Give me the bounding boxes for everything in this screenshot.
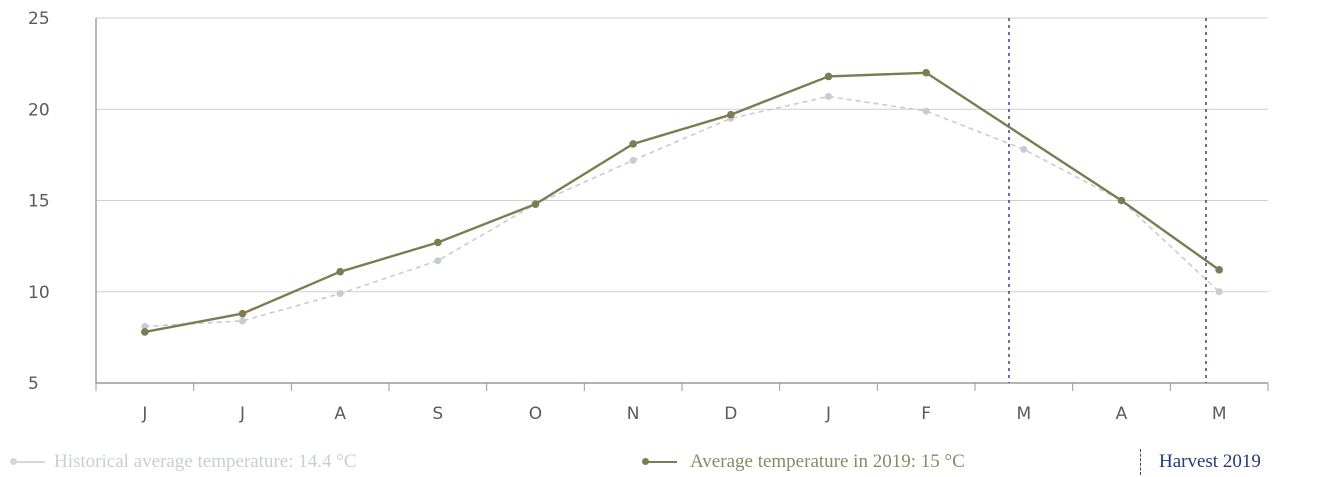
legend-historical: Historical average temperature: 14.4 °C — [6, 447, 357, 477]
y-tick-label: 25 — [28, 9, 50, 29]
data-point — [1215, 288, 1223, 296]
x-tick-label: A — [334, 404, 346, 424]
y-tick-label: 10 — [28, 283, 50, 303]
legend-2019-label: Average temperature in 2019: 15 °C — [690, 451, 965, 472]
x-tick-label: F — [921, 404, 931, 424]
data-point — [824, 72, 833, 81]
legend-2019: Average temperature in 2019: 15 °C — [638, 447, 965, 477]
data-point — [1215, 266, 1223, 274]
x-tick-label: M — [1016, 404, 1031, 424]
series-line — [144, 71, 1220, 334]
y-tick-label: 5 — [28, 374, 39, 394]
y-axis: 5 10 15 20 25 — [28, 9, 50, 394]
data-point — [336, 267, 344, 276]
data-point — [1117, 196, 1126, 205]
data-point — [434, 257, 442, 265]
x-tick-label: J — [239, 404, 245, 424]
series-line — [144, 95, 1220, 328]
x-tick-label: J — [825, 404, 831, 424]
avg-2019-swatch-icon — [638, 456, 682, 468]
x-tick-label: S — [432, 404, 443, 424]
x-tick-label: O — [529, 404, 542, 424]
data-point — [825, 92, 832, 100]
data-point — [727, 110, 735, 119]
data-point — [336, 290, 344, 298]
data-point — [629, 140, 637, 148]
data-point — [434, 238, 442, 247]
data-point — [629, 156, 637, 164]
y-tick-label: 15 — [28, 192, 50, 212]
data-point — [141, 328, 149, 336]
y-tick-label: 20 — [28, 100, 50, 120]
x-tick-label: N — [627, 404, 640, 424]
data-point — [141, 322, 149, 330]
data-point — [238, 309, 247, 318]
grid-lines — [95, 17, 1268, 384]
data-point — [239, 317, 246, 325]
data-point — [922, 107, 930, 115]
temperature-chart: 5 10 15 20 25 J J A S O N D J F M A M — [28, 9, 1269, 424]
x-tick-label: A — [1116, 404, 1128, 424]
data-point — [922, 68, 930, 77]
x-tick-label: J — [141, 404, 147, 424]
harvest-markers — [1008, 18, 1207, 383]
series-2019 — [141, 68, 1223, 336]
x-tick-label: M — [1212, 404, 1227, 424]
series — [141, 68, 1223, 336]
x-tick-label: D — [724, 404, 737, 424]
data-point — [1020, 145, 1028, 153]
legend-harvest-label: Harvest 2019 — [1159, 451, 1261, 472]
historical-swatch-icon — [6, 456, 46, 468]
harvest-dashed-line-icon — [1140, 449, 1141, 475]
data-point — [531, 200, 540, 208]
legend-harvest: Harvest 2019 — [1140, 447, 1261, 477]
legend-historical-label: Historical average temperature: 14.4 °C — [54, 451, 357, 472]
